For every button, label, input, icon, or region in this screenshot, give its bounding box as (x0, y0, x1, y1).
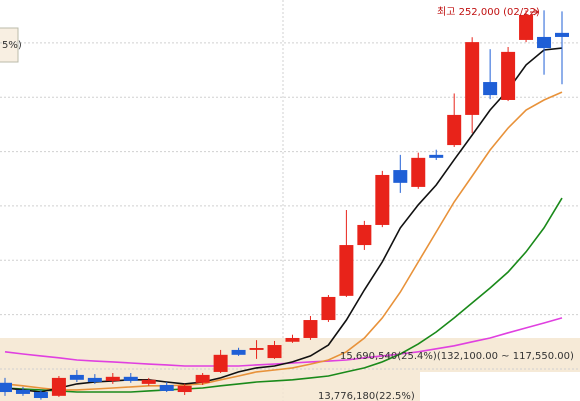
candle-body (231, 349, 246, 355)
candle-body (429, 154, 444, 158)
candle-body (555, 32, 569, 37)
candle-body (51, 377, 66, 396)
info-box (0, 27, 19, 63)
candle-body (321, 296, 336, 321)
ma-line (4, 91, 563, 391)
candle-body (249, 348, 264, 350)
peak-label: 최고 252,000 (02/22) (437, 6, 540, 18)
candle-body (105, 376, 120, 381)
candle-body (195, 374, 210, 383)
candle-body (303, 320, 318, 338)
peak-arrow (530, 8, 539, 16)
candle-body (267, 345, 282, 359)
candle-body (447, 114, 462, 146)
band-label: 15,690,540(25.4%)(132,100.00 ~ 117,550.0… (340, 351, 574, 362)
candle-body (141, 379, 156, 384)
candle-body (339, 245, 354, 296)
candle-body (411, 157, 426, 187)
candle-body (33, 392, 48, 399)
candle-body (375, 174, 390, 225)
ma-line (4, 197, 563, 393)
band-label: 13,776,180(22.5%) (318, 391, 415, 401)
candle-body (519, 14, 534, 40)
candle-body (159, 384, 174, 391)
candle-body (69, 374, 84, 380)
candle-body (393, 170, 408, 183)
candle-body (537, 36, 552, 49)
candle-body (483, 82, 498, 96)
volume-band (0, 338, 580, 372)
candle-body (15, 389, 30, 394)
candle-body (87, 377, 102, 382)
candle-body (0, 382, 12, 393)
info-text: 5%) (2, 40, 22, 51)
candle-body (213, 354, 228, 372)
candle-body (177, 385, 192, 393)
candle-body (357, 224, 372, 246)
candle-body (285, 337, 300, 342)
candle-body (501, 51, 516, 100)
candle-body (123, 376, 138, 381)
candle-body (465, 42, 480, 115)
